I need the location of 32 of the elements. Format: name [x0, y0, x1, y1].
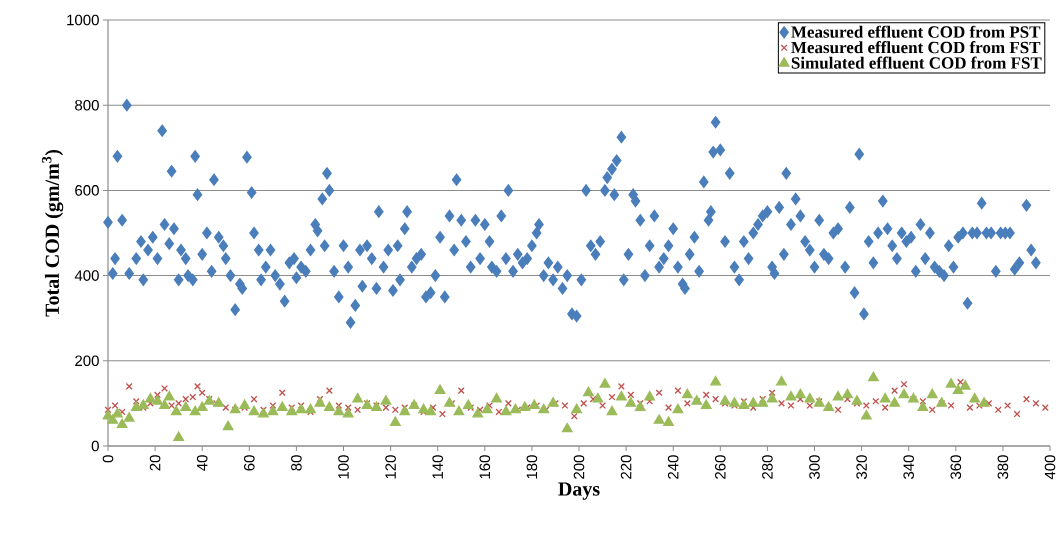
y-tick-label: 800	[75, 99, 99, 111]
x-tick-label: 0	[102, 455, 114, 463]
y-tick-label: 600	[75, 185, 99, 196]
y-axis-title: Total COD (gm/m$^{3}$)	[42, 149, 64, 317]
x-tick-label: 200	[573, 455, 585, 479]
x-tick-label: 240	[667, 455, 679, 479]
x-tick-label: 340	[903, 455, 915, 479]
x-tick-label: 260	[714, 455, 726, 479]
x-tick-label: 80	[291, 455, 302, 471]
y-tick-label: 1000	[67, 14, 99, 26]
legend-label: Measured effluent COD from FST	[791, 41, 1041, 54]
x-axis-title: Days	[558, 482, 600, 500]
x-tick-label: 280	[762, 455, 773, 479]
x-tick-label: 160	[479, 455, 491, 479]
y-tick-label: 200	[75, 355, 99, 367]
x-tick-label: 360	[950, 455, 962, 479]
y-tick-label: 400	[74, 270, 99, 281]
x-tick-label: 300	[809, 455, 820, 479]
x-tick-label: 140	[432, 455, 444, 479]
x-tick-label: 180	[526, 455, 538, 479]
x-tick-label: 220	[620, 455, 632, 479]
legend-label: Simulated effluent COD from FST	[791, 56, 1042, 69]
x-tick-label: 100	[338, 455, 349, 479]
x-tick-label: 60	[243, 455, 255, 471]
x-tick-label: 380	[997, 455, 1009, 479]
x-tick-label: 40	[196, 455, 208, 471]
x-tick-label: 20	[149, 455, 161, 471]
legend-label: Measured effluent COD from PST	[791, 25, 1041, 38]
x-tick-label: 400	[1044, 455, 1056, 480]
y-tick-label: 0	[91, 440, 99, 452]
x-tick-label: 320	[856, 455, 867, 479]
x-tick-label: 120	[385, 455, 396, 479]
